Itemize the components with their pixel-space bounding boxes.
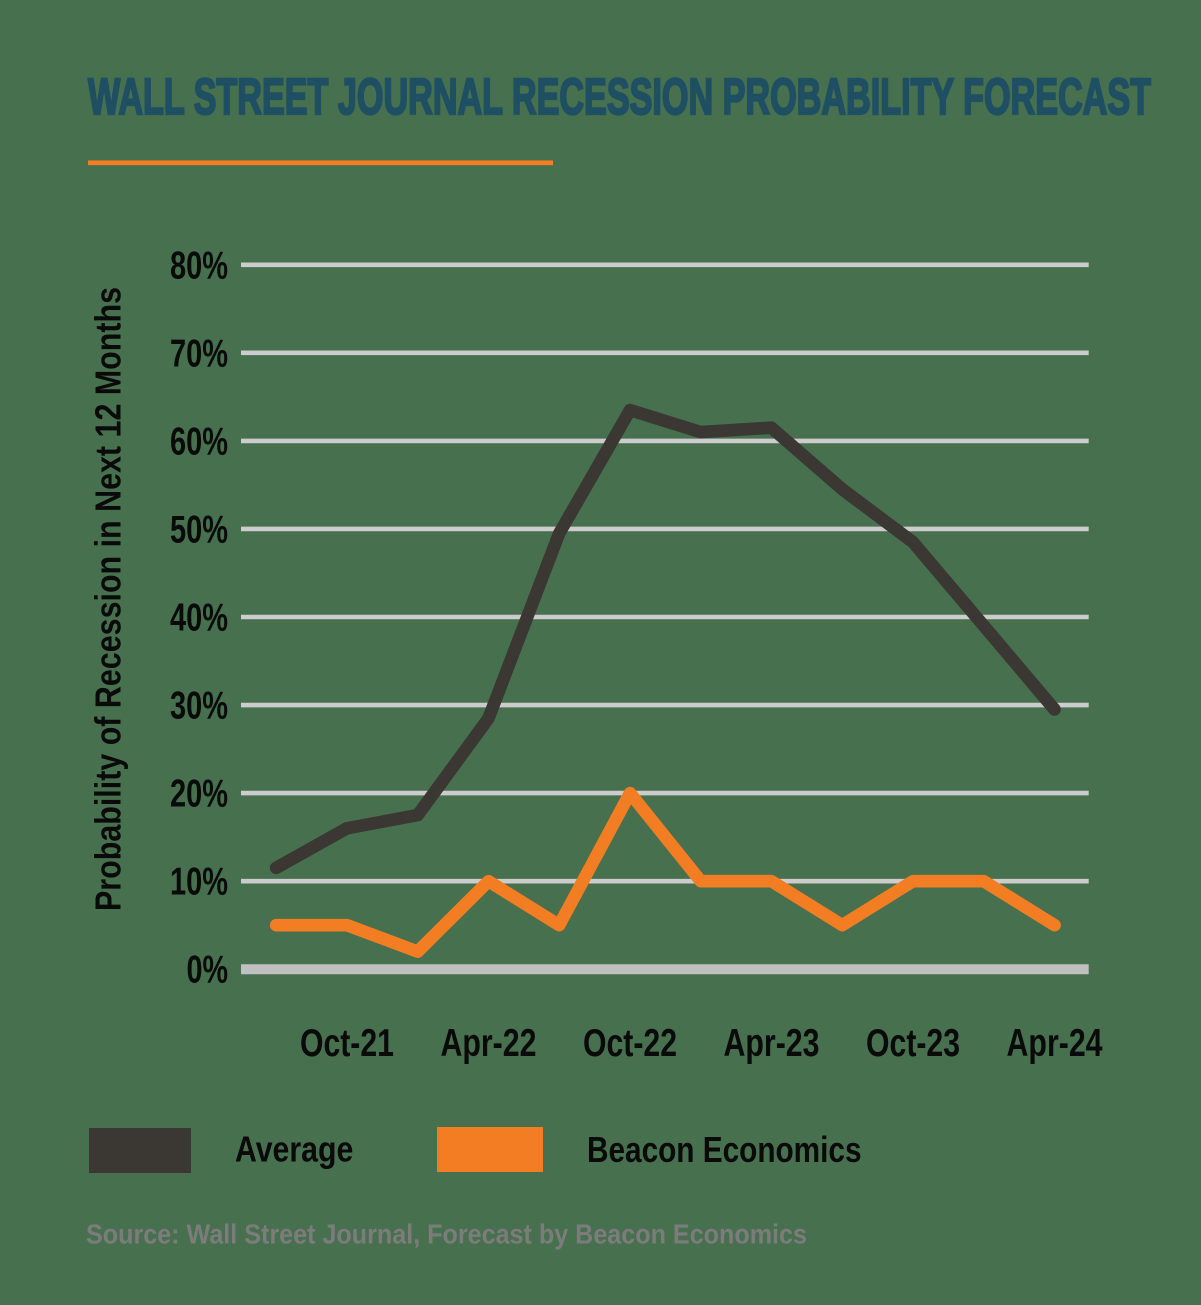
legend-swatch-beacon [437, 1127, 543, 1172]
y-tick-label-30%: 30% [170, 685, 228, 728]
x-tick-label-Apr-23: Apr-23 [724, 1022, 820, 1065]
y-tick-label-40%: 40% [170, 597, 228, 640]
y-tick-label-70%: 70% [170, 332, 228, 375]
y-tick-label-0%: 0% [187, 949, 229, 992]
legend-label-beacon: Beacon Economics [587, 1129, 862, 1170]
gridlines-group [241, 262, 1089, 975]
chart-legend: Average Beacon Economics [89, 1127, 862, 1173]
y-tick-label-50%: 50% [170, 508, 228, 551]
x-tick-label-Apr-24: Apr-24 [1007, 1022, 1103, 1065]
y-tick-label-10%: 10% [170, 861, 228, 904]
source-note: Source: Wall Street Journal, Forecast by… [86, 1219, 807, 1250]
legend-label-average: Average [235, 1129, 353, 1170]
y-tick-label-20%: 20% [170, 773, 228, 816]
y-axis-tick-labels: 0% 10% 20% 30% 40% 50% 60% 70% 80% [170, 244, 228, 991]
x-tick-label-Apr-22: Apr-22 [440, 1022, 536, 1065]
chart-title: WALL STREET JOURNAL RECESSION PROBABILIT… [88, 68, 1151, 125]
title-underline-accent [88, 160, 553, 166]
y-tick-label-60%: 60% [170, 420, 228, 463]
series-line-beacon-economics [269, 786, 1061, 958]
x-tick-label-Oct-23: Oct-23 [866, 1022, 960, 1065]
legend-swatch-average [89, 1128, 191, 1173]
x-tick-label-Oct-22: Oct-22 [583, 1022, 677, 1065]
data-series-group [269, 403, 1061, 958]
x-axis-tick-labels: Oct-21 Apr-22 Oct-22 Apr-23 Oct-23 Apr-24 [300, 1022, 1103, 1065]
y-tick-label-80%: 80% [170, 244, 228, 287]
x-tick-label-Oct-21: Oct-21 [300, 1022, 394, 1065]
y-axis-title: Probability of Recession in Next 12 Mont… [88, 287, 129, 911]
series-line-average [269, 403, 1061, 875]
